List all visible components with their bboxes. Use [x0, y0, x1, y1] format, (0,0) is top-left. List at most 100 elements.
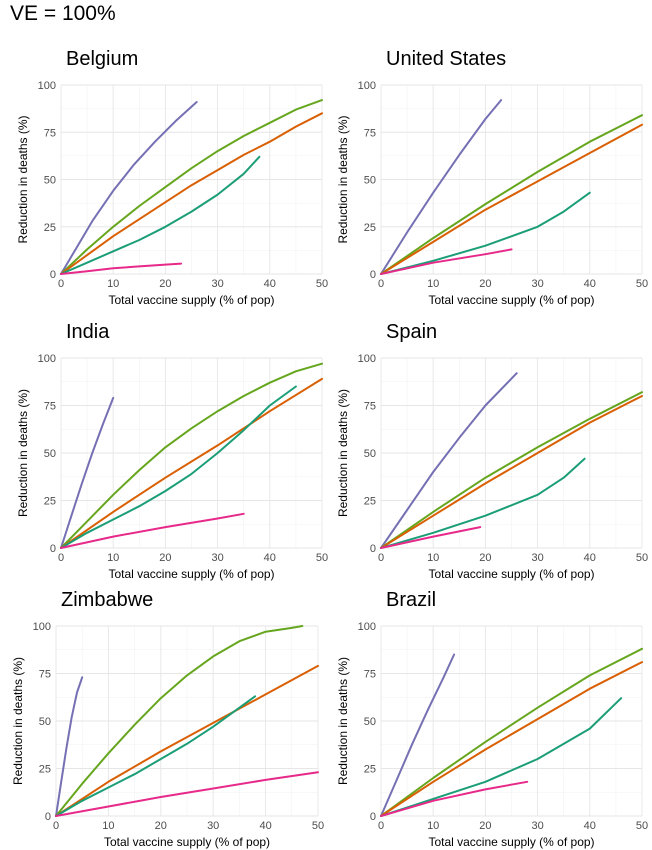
series-line-purple	[60, 396, 115, 549]
series-line-teal	[60, 155, 261, 275]
x-axis-label: Total vaccine supply (% of pop)	[104, 835, 270, 849]
x-tick-label: 50	[316, 278, 328, 290]
x-tick-label: 50	[312, 820, 324, 832]
x-tick-label: 50	[636, 278, 648, 290]
x-tick-label: 0	[58, 552, 64, 564]
y-tick-label: 50	[44, 175, 56, 187]
y-tick-label: 25	[39, 764, 51, 776]
x-tick-label: 30	[531, 820, 543, 832]
x-tick-label: 30	[531, 278, 543, 290]
panel-3: 0 10 20 30 40 50 0 25 50 75 100 Spain Total vaccine …	[336, 321, 648, 581]
y-tick-label: 50	[364, 448, 376, 460]
series-line-orange	[380, 661, 643, 817]
x-tick-label: 40	[584, 820, 596, 832]
y-tick-label: 50	[364, 175, 376, 187]
x-tick-label: 40	[584, 552, 596, 564]
x-tick-label: 0	[53, 820, 59, 832]
x-tick-label: 30	[207, 820, 219, 832]
x-tick-label: 20	[479, 820, 491, 832]
series-line-purple	[380, 99, 503, 275]
series-line-orange	[60, 377, 323, 549]
y-axis-label: Reduction in deaths (%)	[16, 389, 30, 517]
y-tick-label: 100	[38, 80, 56, 92]
y-tick-label: 0	[45, 811, 51, 823]
y-tick-label: 75	[44, 401, 56, 413]
series-line-green	[60, 99, 323, 275]
series-line-orange	[380, 123, 643, 275]
y-tick-label: 25	[364, 222, 376, 234]
x-tick-label: 20	[155, 820, 167, 832]
series-line-orange	[60, 112, 323, 275]
x-axis-label: Total vaccine supply (% of pop)	[428, 835, 594, 849]
series-line-teal	[380, 191, 591, 275]
x-tick-label: 10	[427, 278, 439, 290]
x-tick-label: 0	[58, 278, 64, 290]
series-line-purple	[60, 101, 198, 275]
main-title: VE = 100%	[10, 2, 116, 25]
y-tick-label: 0	[50, 269, 56, 281]
y-tick-label: 25	[44, 222, 56, 234]
y-tick-label: 75	[364, 127, 376, 139]
series-line-teal	[380, 457, 586, 549]
y-tick-label: 75	[39, 669, 51, 681]
y-tick-label: 100	[33, 621, 51, 633]
y-tick-label: 50	[364, 716, 376, 728]
series-line-teal	[55, 695, 257, 817]
x-tick-label: 50	[636, 820, 648, 832]
y-tick-label: 75	[44, 127, 56, 139]
series-line-green	[380, 114, 643, 275]
y-axis-label: Reduction in deaths (%)	[336, 657, 350, 785]
y-axis-label: Reduction in deaths (%)	[336, 389, 350, 517]
y-tick-label: 0	[370, 811, 376, 823]
x-axis-label: Total vaccine supply (% of pop)	[108, 293, 274, 307]
series-line-orange	[55, 664, 319, 817]
x-tick-label: 10	[107, 552, 119, 564]
panel-1: 0 10 20 30 40 50 0 25 50 75 100 United States Total …	[336, 48, 648, 307]
panel-title: India	[66, 321, 110, 343]
x-tick-label: 50	[636, 552, 648, 564]
y-tick-label: 0	[50, 543, 56, 555]
x-tick-label: 30	[211, 278, 223, 290]
y-tick-label: 50	[44, 448, 56, 460]
y-tick-label: 50	[39, 716, 51, 728]
x-axis-label: Total vaccine supply (% of pop)	[108, 567, 274, 581]
x-axis-label: Total vaccine supply (% of pop)	[428, 567, 594, 581]
y-tick-label: 0	[370, 543, 376, 555]
series-line-pink	[380, 248, 513, 275]
y-tick-label: 25	[44, 496, 56, 508]
panel-title: United States	[386, 48, 506, 70]
series-line-purple	[55, 676, 84, 817]
x-tick-label: 20	[479, 278, 491, 290]
series-line-purple	[380, 372, 518, 549]
x-tick-label: 50	[316, 552, 328, 564]
x-tick-label: 20	[159, 278, 171, 290]
x-tick-label: 0	[378, 552, 384, 564]
y-tick-label: 25	[364, 764, 376, 776]
x-tick-label: 30	[211, 552, 223, 564]
y-axis-label: Reduction in deaths (%)	[11, 657, 25, 785]
x-tick-label: 0	[378, 278, 384, 290]
panel-title: Spain	[386, 321, 437, 343]
series-line-pink	[380, 780, 529, 817]
series-line-pink	[60, 262, 183, 275]
series-line-teal	[60, 385, 297, 549]
panel-title: Zimbabwe	[61, 589, 153, 611]
y-tick-label: 100	[38, 353, 56, 365]
panel-title: Brazil	[386, 589, 436, 611]
y-tick-label: 100	[358, 621, 376, 633]
y-axis-label: Reduction in deaths (%)	[336, 115, 350, 243]
x-tick-label: 10	[107, 278, 119, 290]
y-tick-label: 75	[364, 669, 376, 681]
x-tick-label: 20	[159, 552, 171, 564]
x-tick-label: 40	[259, 820, 271, 832]
series-line-pink	[380, 526, 482, 549]
series-line-green	[60, 362, 323, 549]
series-line-teal	[380, 697, 623, 817]
x-tick-label: 30	[531, 552, 543, 564]
x-tick-label: 10	[102, 820, 114, 832]
series-line-purple	[380, 653, 456, 817]
y-axis-label: Reduction in deaths (%)	[16, 115, 30, 243]
series-line-green	[380, 647, 643, 817]
panel-5: 0 10 20 30 40 50 0 25 50 75 100 Brazil Total vaccine…	[336, 589, 648, 849]
